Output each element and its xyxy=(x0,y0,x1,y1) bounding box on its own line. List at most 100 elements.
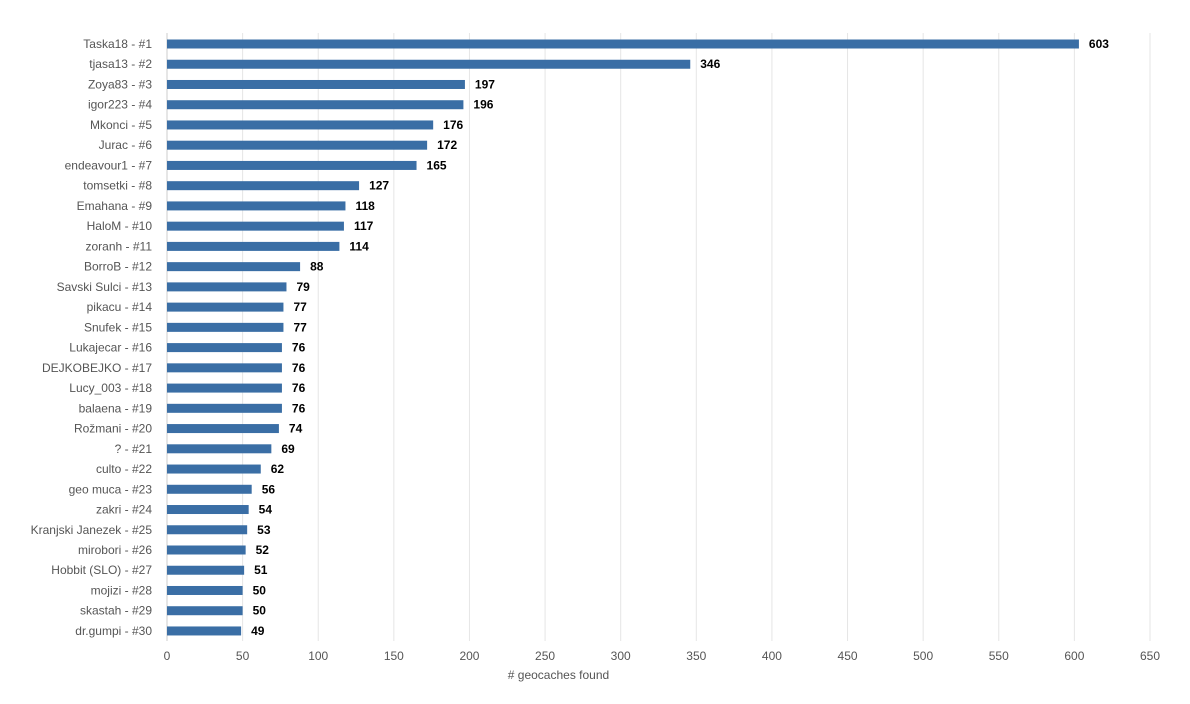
bar[interactable] xyxy=(167,484,252,494)
category-label: ? - #21 xyxy=(115,442,153,456)
data-label: 50 xyxy=(253,583,267,597)
bar[interactable] xyxy=(167,606,243,616)
bar[interactable] xyxy=(167,525,248,535)
data-label: 50 xyxy=(253,604,267,618)
data-label: 49 xyxy=(251,624,265,638)
category-label: Emahana - #9 xyxy=(77,199,153,213)
category-label: HaloM - #10 xyxy=(87,219,153,233)
bar[interactable] xyxy=(167,585,243,595)
bar[interactable] xyxy=(167,626,242,636)
category-label: DEJKOBEJKO - #17 xyxy=(42,361,152,375)
bar[interactable] xyxy=(167,322,284,332)
bar[interactable] xyxy=(167,363,282,373)
bar[interactable] xyxy=(167,262,301,272)
data-label: 62 xyxy=(271,462,285,476)
category-label: zakri - #24 xyxy=(96,503,152,517)
bar[interactable] xyxy=(167,343,282,353)
bar[interactable] xyxy=(167,505,249,515)
x-tick-label: 350 xyxy=(686,649,706,663)
bar[interactable] xyxy=(167,464,261,474)
x-tick-label: 50 xyxy=(236,649,250,663)
bar[interactable] xyxy=(167,120,434,130)
data-label: 54 xyxy=(259,503,273,517)
data-label: 196 xyxy=(473,98,493,112)
data-label: 165 xyxy=(427,158,447,172)
bar[interactable] xyxy=(167,241,340,251)
data-label: 117 xyxy=(354,219,374,233)
data-label: 197 xyxy=(475,77,495,91)
x-tick-label: 400 xyxy=(762,649,782,663)
bar[interactable] xyxy=(167,59,691,69)
data-label: 114 xyxy=(349,239,369,253)
bar[interactable] xyxy=(167,221,344,231)
x-tick-label: 250 xyxy=(535,649,555,663)
x-tick-label: 300 xyxy=(611,649,631,663)
x-axis-title: # geocaches found xyxy=(508,668,609,682)
bar[interactable] xyxy=(167,140,428,150)
bar[interactable] xyxy=(167,79,465,89)
x-tick-label: 100 xyxy=(308,649,328,663)
data-label: 79 xyxy=(296,280,310,294)
data-label: 69 xyxy=(281,442,295,456)
bar[interactable] xyxy=(167,39,1079,49)
data-label: 172 xyxy=(437,138,457,152)
data-label: 118 xyxy=(355,199,375,213)
bar[interactable] xyxy=(167,100,464,110)
bar[interactable] xyxy=(167,201,346,211)
category-label: Hobbit (SLO) - #27 xyxy=(51,563,152,577)
x-axis-ticks: 0 50 100 150 200 250 300 350 400 450 500 550 600 650 xyxy=(164,649,1161,663)
bar[interactable] xyxy=(167,424,279,434)
category-label: skastah - #29 xyxy=(80,604,152,618)
data-label: 176 xyxy=(443,118,463,132)
bars xyxy=(167,39,1079,636)
bar[interactable] xyxy=(167,181,360,191)
x-tick-label: 600 xyxy=(1064,649,1084,663)
data-label: 88 xyxy=(310,260,324,274)
category-label: Savski Sulci - #13 xyxy=(57,280,153,294)
category-label: geo muca - #23 xyxy=(69,482,153,496)
category-label: Zoya83 - #3 xyxy=(88,77,152,91)
x-tick-label: 150 xyxy=(384,649,404,663)
category-label: zoranh - #11 xyxy=(86,239,153,253)
x-tick-label: 450 xyxy=(838,649,858,663)
x-tick-label: 200 xyxy=(459,649,479,663)
category-label: Rožmani - #20 xyxy=(74,422,152,436)
category-label: tjasa13 - #2 xyxy=(89,57,152,71)
x-tick-label: 550 xyxy=(989,649,1009,663)
category-label: Lucy_003 - #18 xyxy=(69,381,152,395)
category-label: Taska18 - #1 xyxy=(83,37,152,51)
x-tick-label: 650 xyxy=(1140,649,1160,663)
category-label: Kranjski Janezek - #25 xyxy=(31,523,153,537)
data-label: 77 xyxy=(293,320,307,334)
data-label: 53 xyxy=(257,523,271,537)
data-label: 76 xyxy=(292,341,306,355)
bar[interactable] xyxy=(167,160,417,170)
gridlines xyxy=(166,33,1151,641)
category-label: mirobori - #26 xyxy=(78,543,152,557)
category-label: Jurac - #6 xyxy=(99,138,153,152)
bar[interactable] xyxy=(167,282,287,292)
category-label: Lukajecar - #16 xyxy=(69,341,152,355)
category-label: tomsetki - #8 xyxy=(83,179,152,193)
category-label: dr.gumpi - #30 xyxy=(75,624,152,638)
bar[interactable] xyxy=(167,403,282,413)
category-label: BorroB - #12 xyxy=(84,260,152,274)
data-label: 76 xyxy=(292,381,306,395)
data-label: 76 xyxy=(292,401,306,415)
category-label: mojizi - #28 xyxy=(91,583,153,597)
bar[interactable] xyxy=(167,383,282,393)
data-label: 603 xyxy=(1089,37,1109,51)
bar[interactable] xyxy=(167,565,245,575)
category-label: pikacu - #14 xyxy=(87,300,153,314)
bar[interactable] xyxy=(167,545,246,555)
data-label: 346 xyxy=(700,57,720,71)
data-label: 51 xyxy=(254,563,268,577)
bar[interactable] xyxy=(167,444,272,454)
bar[interactable] xyxy=(167,302,284,312)
data-label: 76 xyxy=(292,361,306,375)
category-label: balaena - #19 xyxy=(79,401,153,415)
data-label: 77 xyxy=(293,300,307,314)
